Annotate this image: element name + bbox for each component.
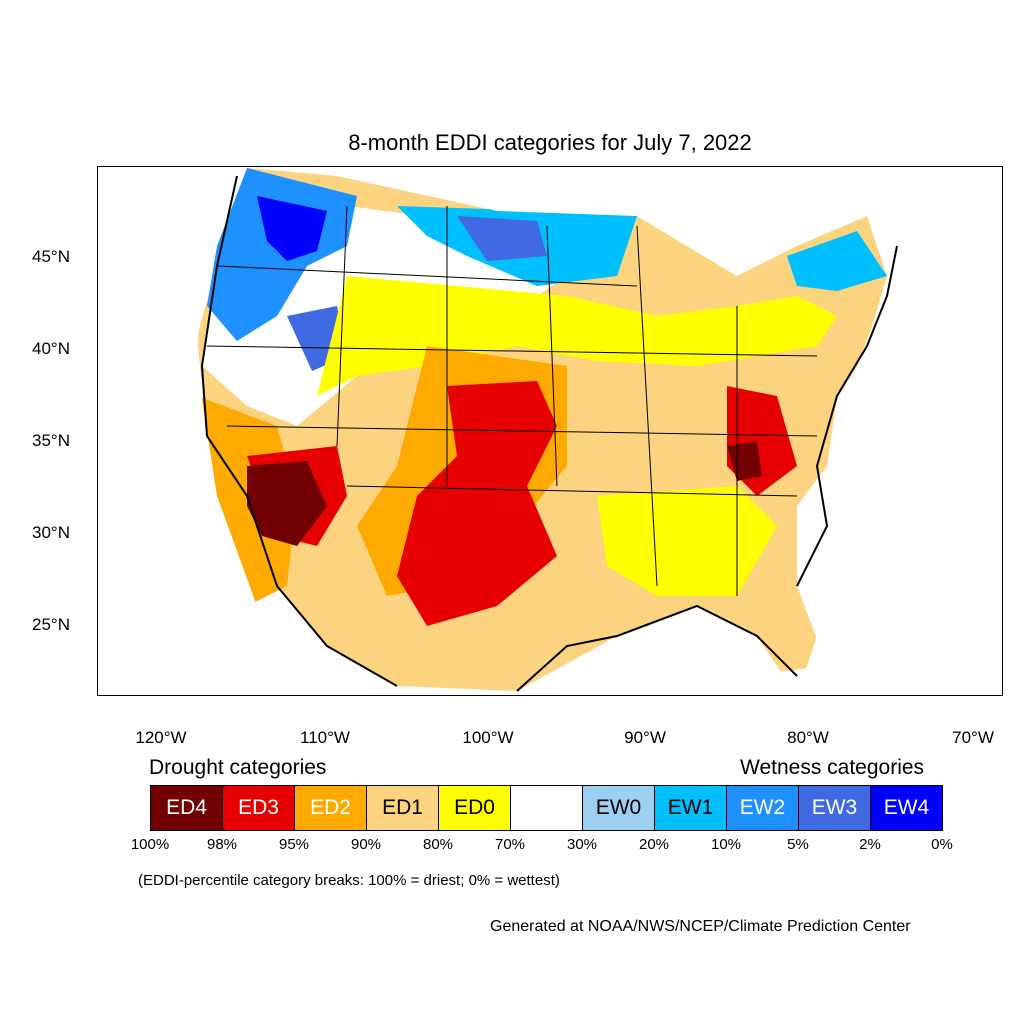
lat-label-25: 25°N: [32, 615, 70, 634]
percentile-label: 10%: [710, 836, 742, 853]
coastline-east: [796, 245, 898, 587]
percentile-label: 100%: [130, 836, 170, 853]
legend-swatch-ew2: EW2: [726, 785, 799, 831]
legend-swatch-ew4: EW4: [870, 785, 943, 831]
credit-line: Generated at NOAA/NWS/NCEP/Climate Predi…: [490, 918, 911, 935]
ocean-atlantic: [797, 346, 1003, 696]
wetness-heading: Wetness categories: [740, 756, 925, 779]
category-note: (EDDI-percentile category breaks: 100% =…: [138, 872, 560, 889]
ocean-gulf: [517, 606, 797, 696]
ed4-arizona: [247, 461, 327, 546]
wet-pacific-nw-core: [257, 196, 327, 261]
percentile-label: 98%: [206, 836, 238, 853]
percentile-label: 5%: [787, 836, 809, 853]
wet-new-england: [787, 231, 887, 291]
lat-label-35: 35°N: [32, 431, 70, 450]
legend-swatch-ew1: EW1: [654, 785, 727, 831]
lon-label-100w: 100°W: [462, 728, 514, 747]
state-boundaries: [206, 205, 818, 596]
ed4-appalachia: [727, 441, 762, 481]
percentile-label: 70%: [494, 836, 526, 853]
legend-swatch-normal: [510, 785, 583, 831]
percentile-label: 30%: [566, 836, 598, 853]
map-title: 8-month EDDI categories for July 7, 2022: [348, 130, 752, 155]
lon-label-120w: 120°W: [135, 728, 187, 747]
percentile-label: 0%: [931, 836, 953, 853]
lon-label-90w: 90°W: [624, 728, 666, 747]
percentile-label: 80%: [422, 836, 454, 853]
legend-swatch-ew0: EW0: [582, 785, 655, 831]
percentile-label: 20%: [638, 836, 670, 853]
ed3-plains: [397, 381, 557, 626]
eddi-map: [97, 166, 1003, 696]
lat-label-45: 45°N: [32, 247, 70, 266]
lat-label-40: 40°N: [32, 339, 70, 358]
lon-label-70w: 70°W: [952, 728, 994, 747]
drought-heading: Drought categories: [149, 756, 327, 779]
legend-swatch-ew3: EW3: [798, 785, 871, 831]
lon-label-110w: 110°W: [300, 728, 350, 747]
legend-swatch-ed2: ED2: [294, 785, 367, 831]
wet-north-plains-core: [457, 216, 547, 261]
coastline-west: [200, 175, 398, 687]
legend-swatch-ed0: ED0: [438, 785, 511, 831]
legend-swatch-ed1: ED1: [366, 785, 439, 831]
ed0-southeast: [597, 486, 777, 596]
map-frame: [97, 166, 1003, 696]
legend-swatch-ed3: ED3: [222, 785, 295, 831]
percentile-label: 90%: [350, 836, 382, 853]
ocean-pacific: [97, 166, 327, 696]
lon-label-80w: 80°W: [787, 728, 829, 747]
canada-north: [357, 166, 1003, 276]
coastline-gulf: [516, 604, 798, 692]
legend-swatch-ed4: ED4: [150, 785, 223, 831]
percentile-label: 95%: [278, 836, 310, 853]
lat-label-30: 30°N: [32, 523, 70, 542]
percentile-label: 2%: [859, 836, 881, 853]
